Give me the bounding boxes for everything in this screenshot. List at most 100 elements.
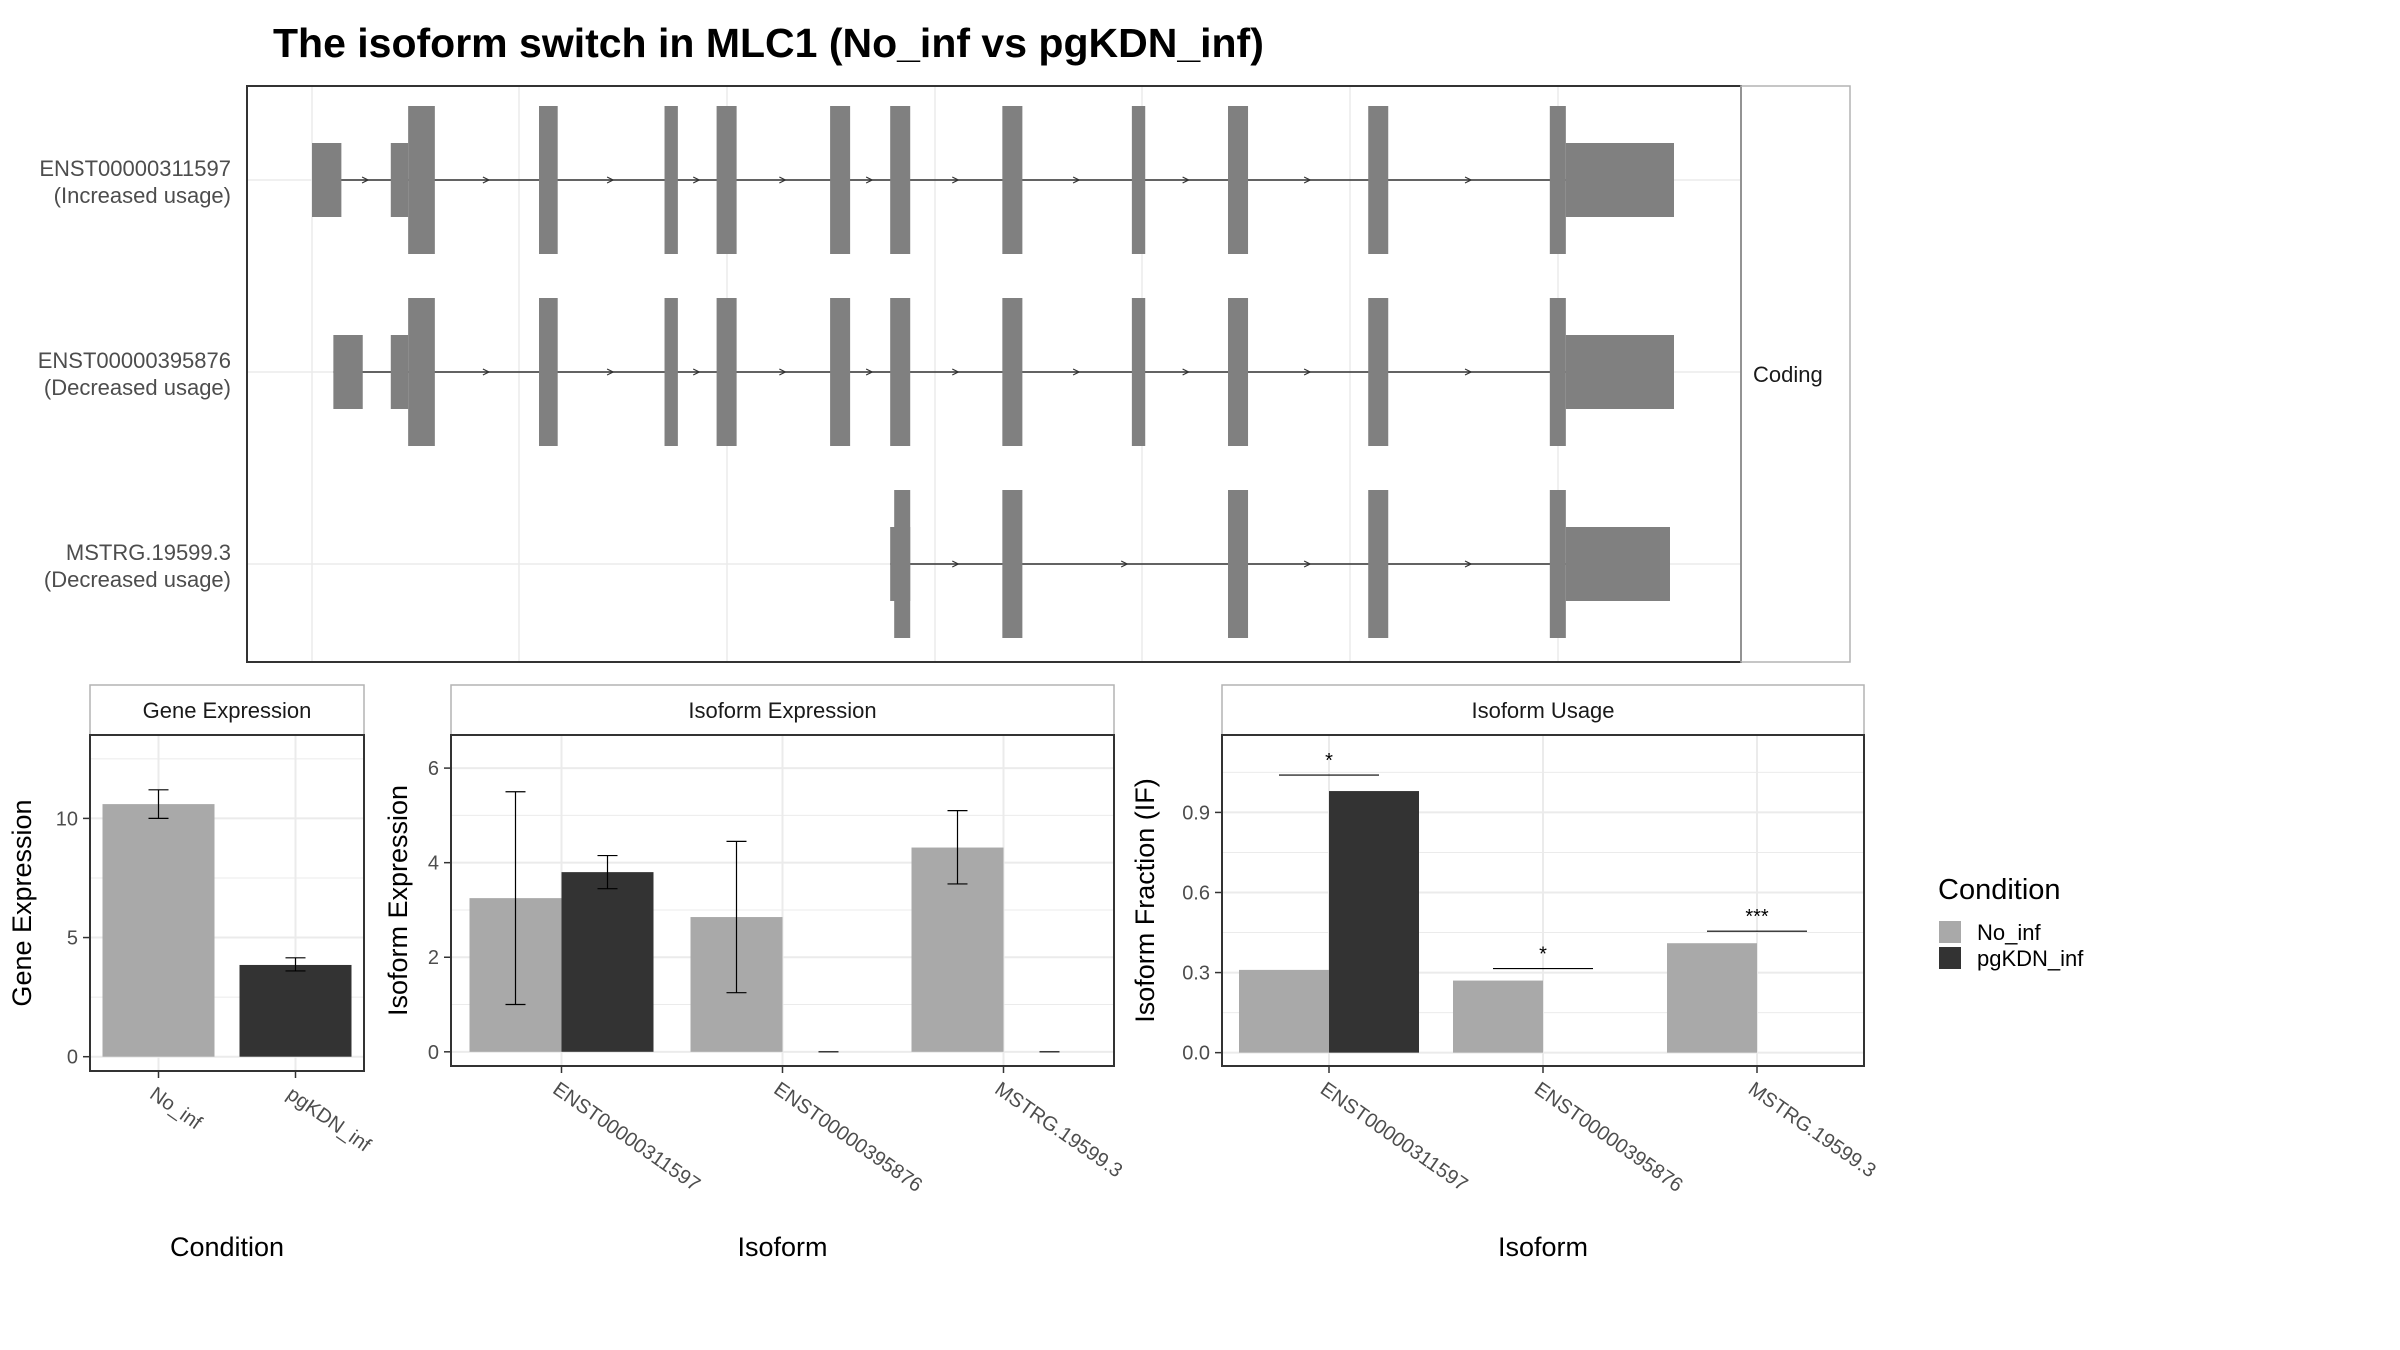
transcript-label: MSTRG.19599.3 bbox=[66, 540, 231, 565]
transcript-usage-label: (Decreased usage) bbox=[44, 567, 231, 592]
bar bbox=[561, 872, 654, 1052]
coding-exon bbox=[894, 490, 911, 638]
legend-swatch bbox=[1939, 921, 1961, 943]
coding-exon bbox=[1131, 298, 1146, 446]
intron-arrow bbox=[1182, 368, 1190, 376]
facet-strip-coding bbox=[1740, 85, 1851, 663]
intron-arrow bbox=[1072, 176, 1081, 184]
utr-exon bbox=[312, 143, 342, 217]
bar bbox=[1239, 969, 1329, 1053]
marks-layer bbox=[102, 106, 1961, 1057]
y-axis-title: Gene Expression bbox=[7, 799, 37, 1006]
intron-arrow bbox=[952, 176, 960, 184]
intron-arrow bbox=[692, 176, 701, 184]
coding-exon bbox=[1549, 490, 1566, 638]
intron-arrow bbox=[1464, 176, 1473, 184]
intron-arrow bbox=[482, 368, 491, 376]
y-tick-label: 0.3 bbox=[1182, 963, 1210, 985]
x-tick-label: No_inf bbox=[146, 1083, 206, 1134]
coding-exon bbox=[1549, 298, 1566, 446]
plot-panel bbox=[450, 734, 1115, 1067]
coding-exon bbox=[408, 106, 435, 254]
x-tick-label: ENST00000311597 bbox=[549, 1078, 704, 1196]
intron-arrow bbox=[1303, 368, 1312, 376]
facet-strip-label: Coding bbox=[1753, 362, 1823, 387]
intron-arrow bbox=[779, 368, 787, 376]
x-tick-label: ENST00000395876 bbox=[770, 1078, 927, 1197]
coding-exon bbox=[1549, 106, 1566, 254]
x-tick-label: MSTRG.19599.3 bbox=[1744, 1078, 1880, 1182]
significance-label: * bbox=[1539, 944, 1547, 966]
transcript-label: ENST00000311597 bbox=[39, 156, 231, 181]
intron-arrow bbox=[865, 176, 874, 184]
significance-label: * bbox=[1325, 750, 1333, 772]
y-tick-label: 10 bbox=[56, 808, 78, 830]
coding-exon bbox=[716, 298, 737, 446]
intron-arrow bbox=[1303, 176, 1312, 184]
coding-exon bbox=[716, 106, 737, 254]
facet-strip-label: Isoform Expression bbox=[688, 698, 876, 723]
bar bbox=[1329, 791, 1419, 1053]
coding-exon bbox=[890, 298, 911, 446]
coding-exon bbox=[1368, 298, 1389, 446]
coding-exon bbox=[1368, 490, 1389, 638]
transcript-usage-label: (Increased usage) bbox=[54, 183, 231, 208]
coding-exon bbox=[1368, 106, 1389, 254]
x-tick-label: pgKDN_inf bbox=[283, 1083, 375, 1157]
coding-exon bbox=[408, 298, 435, 446]
intron-arrow bbox=[952, 368, 960, 376]
coding-exon bbox=[890, 106, 911, 254]
coding-exon bbox=[539, 298, 558, 446]
intron-arrow bbox=[779, 176, 787, 184]
legend-swatch bbox=[1939, 947, 1961, 969]
coding-exon bbox=[830, 106, 851, 254]
plot-panel bbox=[1221, 734, 1865, 1067]
intron-arrow bbox=[1182, 176, 1190, 184]
coding-exon bbox=[1131, 106, 1146, 254]
significance-label: *** bbox=[1745, 906, 1769, 928]
utr-exon bbox=[390, 143, 409, 217]
y-axis-title: Isoform Fraction (IF) bbox=[1130, 778, 1160, 1023]
transcript-usage-label: (Decreased usage) bbox=[44, 375, 231, 400]
intron-arrow bbox=[865, 368, 874, 376]
intron-arrow bbox=[606, 368, 615, 376]
legend-title: Condition bbox=[1938, 874, 2061, 906]
x-tick-label: MSTRG.19599.3 bbox=[991, 1078, 1127, 1182]
x-axis-title: Condition bbox=[170, 1232, 284, 1262]
coding-exon bbox=[1228, 106, 1249, 254]
y-tick-label: 0.9 bbox=[1182, 802, 1210, 824]
facet-strip-label: Gene Expression bbox=[143, 698, 312, 723]
utr-exon bbox=[1565, 143, 1674, 217]
y-tick-label: 0 bbox=[67, 1047, 78, 1069]
coding-exon bbox=[1002, 298, 1023, 446]
intron-arrow bbox=[1464, 560, 1473, 568]
bar bbox=[239, 964, 352, 1057]
frames-layer bbox=[83, 85, 1865, 1078]
facet-strip-label: Isoform Usage bbox=[1471, 698, 1614, 723]
legend-item-label: No_inf bbox=[1977, 920, 2041, 945]
utr-exon bbox=[1565, 527, 1670, 601]
y-tick-label: 6 bbox=[428, 758, 439, 780]
y-tick-label: 0.6 bbox=[1182, 882, 1210, 904]
coding-exon bbox=[664, 106, 678, 254]
coding-exon bbox=[664, 298, 678, 446]
legend-item-label: pgKDN_inf bbox=[1977, 946, 2084, 971]
utr-exon bbox=[333, 335, 363, 409]
coding-exon bbox=[830, 298, 851, 446]
y-tick-label: 0.0 bbox=[1182, 1043, 1210, 1065]
intron-arrow bbox=[606, 176, 615, 184]
transcript-label: ENST00000395876 bbox=[38, 348, 231, 373]
bar bbox=[1667, 943, 1757, 1053]
figure-title: The isoform switch in MLC1 (No_inf vs pg… bbox=[273, 20, 1264, 66]
intron-arrow bbox=[1120, 560, 1129, 568]
coding-exon bbox=[1228, 490, 1249, 638]
bar bbox=[102, 804, 215, 1057]
coding-exon bbox=[539, 106, 558, 254]
bar bbox=[1453, 980, 1543, 1053]
utr-exon bbox=[1565, 335, 1674, 409]
coding-exon bbox=[1002, 490, 1023, 638]
intron-arrow bbox=[361, 176, 370, 184]
x-axis-title: Isoform bbox=[737, 1232, 827, 1262]
intron-arrow bbox=[1072, 368, 1081, 376]
